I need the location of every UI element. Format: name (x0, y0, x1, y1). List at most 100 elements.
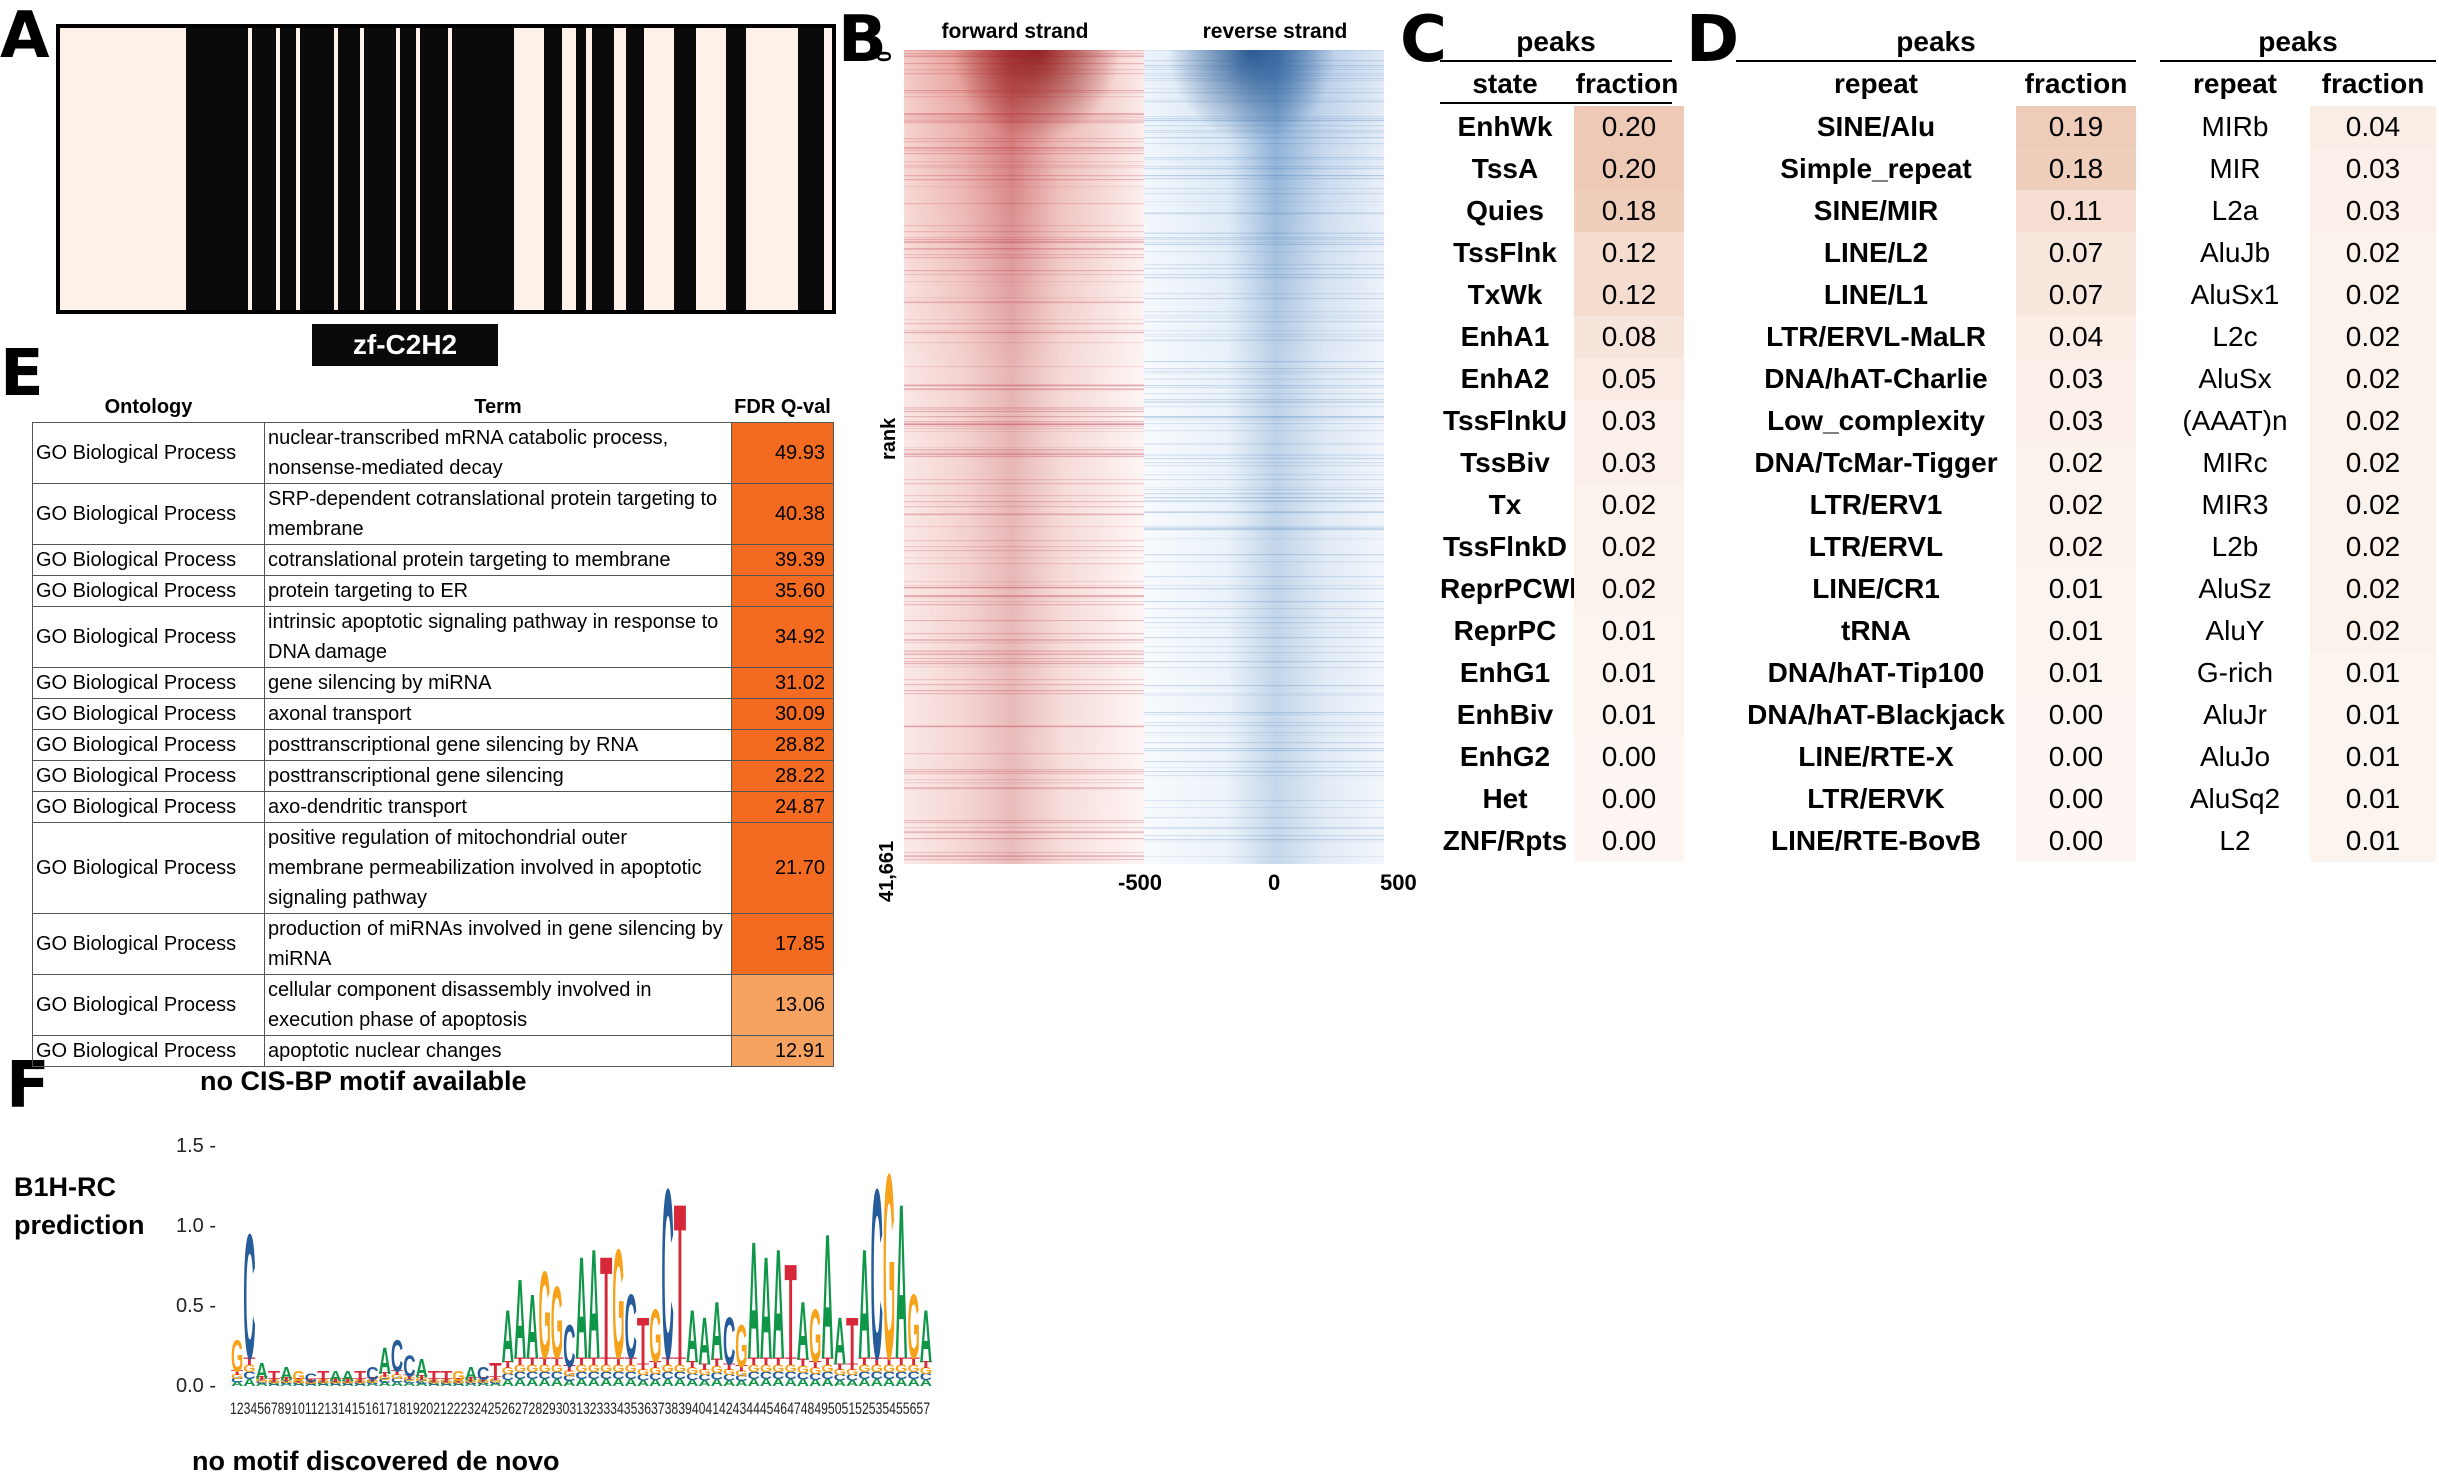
domain-barcode (56, 24, 836, 314)
forward-read-line (904, 450, 1144, 452)
d-subfamily-row-fraction: 0.02 (2310, 232, 2436, 274)
reverse-read-line (1144, 722, 1384, 724)
forward-read-line (904, 366, 1144, 368)
reverse-read-line (1144, 336, 1384, 338)
logo-letter: A (809, 1378, 821, 1389)
d-family-row-label: DNA/TcMar-Tigger (1754, 447, 1998, 478)
forward-read-line (904, 254, 1144, 256)
logo-letter: A (416, 1352, 428, 1383)
logo-letter: A (735, 1378, 749, 1388)
reverse-read-line (1144, 512, 1384, 514)
d-family-row-label: Simple_repeat (1780, 153, 1972, 184)
forward-read-line (904, 550, 1144, 552)
logo-letter: A (858, 1217, 870, 1392)
forward-read-line (904, 231, 1144, 233)
forward-read-line (904, 651, 1144, 653)
reverse-read-line (1144, 159, 1384, 161)
logo-letter: A (440, 1382, 454, 1388)
forward-read-line (904, 431, 1144, 433)
go-term: posttranscriptional gene silencing (264, 760, 732, 792)
logo-letter: C (772, 1370, 784, 1382)
forward-read-line (904, 506, 1144, 508)
logo-letter: T (526, 1356, 539, 1368)
logo-letter: C (342, 1381, 356, 1387)
forward-read-line (904, 424, 1144, 426)
forward-read-line (904, 73, 1144, 75)
d-family-row-label: LTR/ERVL-MaLR (1766, 321, 1986, 352)
forward-read-line (904, 852, 1144, 854)
logo-letter: A (908, 1377, 920, 1389)
logo-letter: T (489, 1358, 501, 1384)
reverse-read-line (1144, 69, 1384, 71)
reverse-read-line (1144, 695, 1384, 697)
forward-read-line (904, 424, 1144, 426)
forward-read-line (904, 120, 1144, 122)
c-row-fraction: 0.02 (1574, 526, 1684, 568)
logo-letter: G (772, 1363, 784, 1375)
d-subfamily-row-label: MIRc (2202, 447, 2268, 478)
reverse-read-line (1144, 827, 1384, 829)
logo-letter: T (785, 1356, 798, 1368)
logo-letter: T (821, 1356, 834, 1368)
reverse-read-line (1144, 608, 1384, 610)
c-row-fraction: 0.01 (1574, 694, 1684, 736)
forward-read-line (904, 726, 1144, 728)
d-family-row-label: DNA/hAT-Charlie (1764, 363, 1988, 394)
reverse-read-line (1144, 443, 1384, 445)
reverse-read-line (1144, 561, 1384, 563)
forward-read-line (904, 274, 1144, 276)
logo-letter: A (920, 1378, 932, 1389)
logo-letter: A (920, 1295, 932, 1379)
logo-letter: C (231, 1375, 244, 1384)
go-fdr: 28.82 (731, 729, 834, 761)
logo-letter: A (366, 1382, 380, 1388)
logo-letter: C (256, 1380, 270, 1386)
forward-read-line (904, 769, 1144, 771)
logo-letter: T (428, 1368, 441, 1385)
go-fdr: 31.02 (731, 667, 834, 699)
reverse-read-line (1144, 213, 1384, 215)
forward-read-line (904, 385, 1144, 387)
cisbp-label: no CIS-BP motif available (200, 1066, 527, 1096)
d-subfamily-title-rule (2160, 60, 2436, 62)
logo-letter: C (268, 1381, 282, 1387)
reverse-read-line (1144, 454, 1384, 456)
go-ontology: GO Biological Process (32, 544, 265, 576)
logo-letter: G (625, 1363, 637, 1375)
logo-letter: A (280, 1382, 294, 1388)
logo-letter: G (280, 1379, 293, 1385)
go-term: gene silencing by miRNA (264, 667, 732, 699)
d-subfamily-row-label: G-rich (2196, 657, 2274, 688)
forward-read-line (904, 782, 1144, 784)
logo-letter: C (477, 1364, 489, 1384)
reverse-read-line (1144, 732, 1384, 734)
logo-letter: G (895, 1363, 907, 1375)
logo-letter: A (329, 1382, 343, 1388)
logo-letter: A (748, 1207, 760, 1394)
reverse-read-line (1144, 368, 1384, 370)
reverse-read-line (1144, 775, 1384, 777)
d-family-row-label: LTR/ERV1 (1809, 489, 1943, 520)
logo-letter: C (588, 1370, 600, 1382)
forward-read-line (904, 788, 1144, 790)
reverse-read-line (1144, 474, 1384, 476)
forward-read-line (904, 654, 1144, 656)
forward-read-line (904, 257, 1144, 259)
go-ontology: GO Biological Process (32, 606, 265, 668)
logo-letter: G (649, 1366, 662, 1377)
forward-read-line (904, 725, 1144, 727)
forward-read-line (904, 50, 1144, 52)
forward-read-line (904, 161, 1144, 163)
forward-read-line (904, 642, 1144, 644)
logo-letter: T (317, 1368, 330, 1385)
go-fdr: 35.60 (731, 575, 834, 607)
reverse-read-line (1144, 233, 1384, 235)
d-family-row-label: tRNA (1841, 615, 1911, 646)
c-row-label: ZNF/Rpts (1442, 825, 1568, 856)
reverse-read-line (1144, 835, 1384, 837)
logo-letter: T (416, 1375, 429, 1382)
reverse-read-line (1144, 88, 1384, 90)
d-family-row-fraction: 0.02 (2016, 484, 2136, 526)
logo-letter: C (723, 1372, 736, 1383)
d-subfamily-row-label: MIR3 (2201, 489, 2269, 520)
